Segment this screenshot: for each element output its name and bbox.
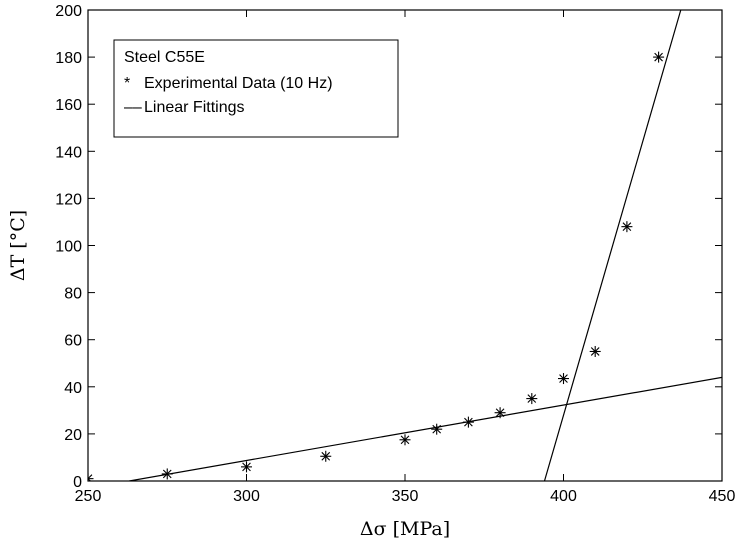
y-tick-label: 160 <box>55 97 82 114</box>
data-point <box>526 393 538 405</box>
legend-box <box>113 39 399 138</box>
data-point <box>621 221 633 233</box>
data-point <box>494 407 506 419</box>
legend: Steel C55E * Experimental Data (10 Hz)–– Li… <box>113 39 399 138</box>
data-point <box>558 373 569 385</box>
x-axis-label: Δσ [MPa] <box>360 518 450 540</box>
y-tick-label: 0 <box>73 474 82 491</box>
x-tick-label: 400 <box>550 488 577 505</box>
data-point <box>431 423 443 435</box>
y-tick-label: 120 <box>55 191 82 208</box>
data-point <box>320 450 332 462</box>
x-tick-label: 450 <box>709 488 736 505</box>
legend-marker: –– <box>124 99 142 116</box>
data-point <box>399 434 411 446</box>
plot-area <box>88 10 722 481</box>
data-point <box>653 51 665 63</box>
x-tick-label: 250 <box>75 488 102 505</box>
y-tick-label: 140 <box>55 144 82 161</box>
legend-label: Experimental Data (10 Hz) <box>144 75 333 92</box>
data-point <box>88 473 94 481</box>
y-tick-label: 80 <box>64 286 82 303</box>
y-tick-label: 20 <box>64 427 82 444</box>
y-tick-label: 40 <box>64 380 82 397</box>
data-point <box>462 416 474 428</box>
data-point <box>589 345 601 357</box>
data-point <box>241 461 252 473</box>
legend-title: Steel C55E <box>124 49 205 66</box>
axes: 250 300 350 400 450 0 20 40 60 80 100 120 140 160 180 2… <box>55 3 735 505</box>
legend-label: Linear Fittings <box>144 99 245 116</box>
data-point <box>161 468 173 480</box>
y-tick-label: 200 <box>55 3 82 20</box>
x-tick-label: 300 <box>233 488 260 505</box>
y-axis-label: ΔT [°C] <box>7 210 29 281</box>
y-tick-label: 100 <box>55 239 82 256</box>
x-tick-label: 350 <box>392 488 419 505</box>
legend-marker: * <box>124 75 130 92</box>
y-tick-label: 180 <box>55 50 82 67</box>
y-tick-label: 60 <box>64 333 82 350</box>
fit-line-2 <box>543 10 682 481</box>
fit-line-1 <box>129 376 722 481</box>
